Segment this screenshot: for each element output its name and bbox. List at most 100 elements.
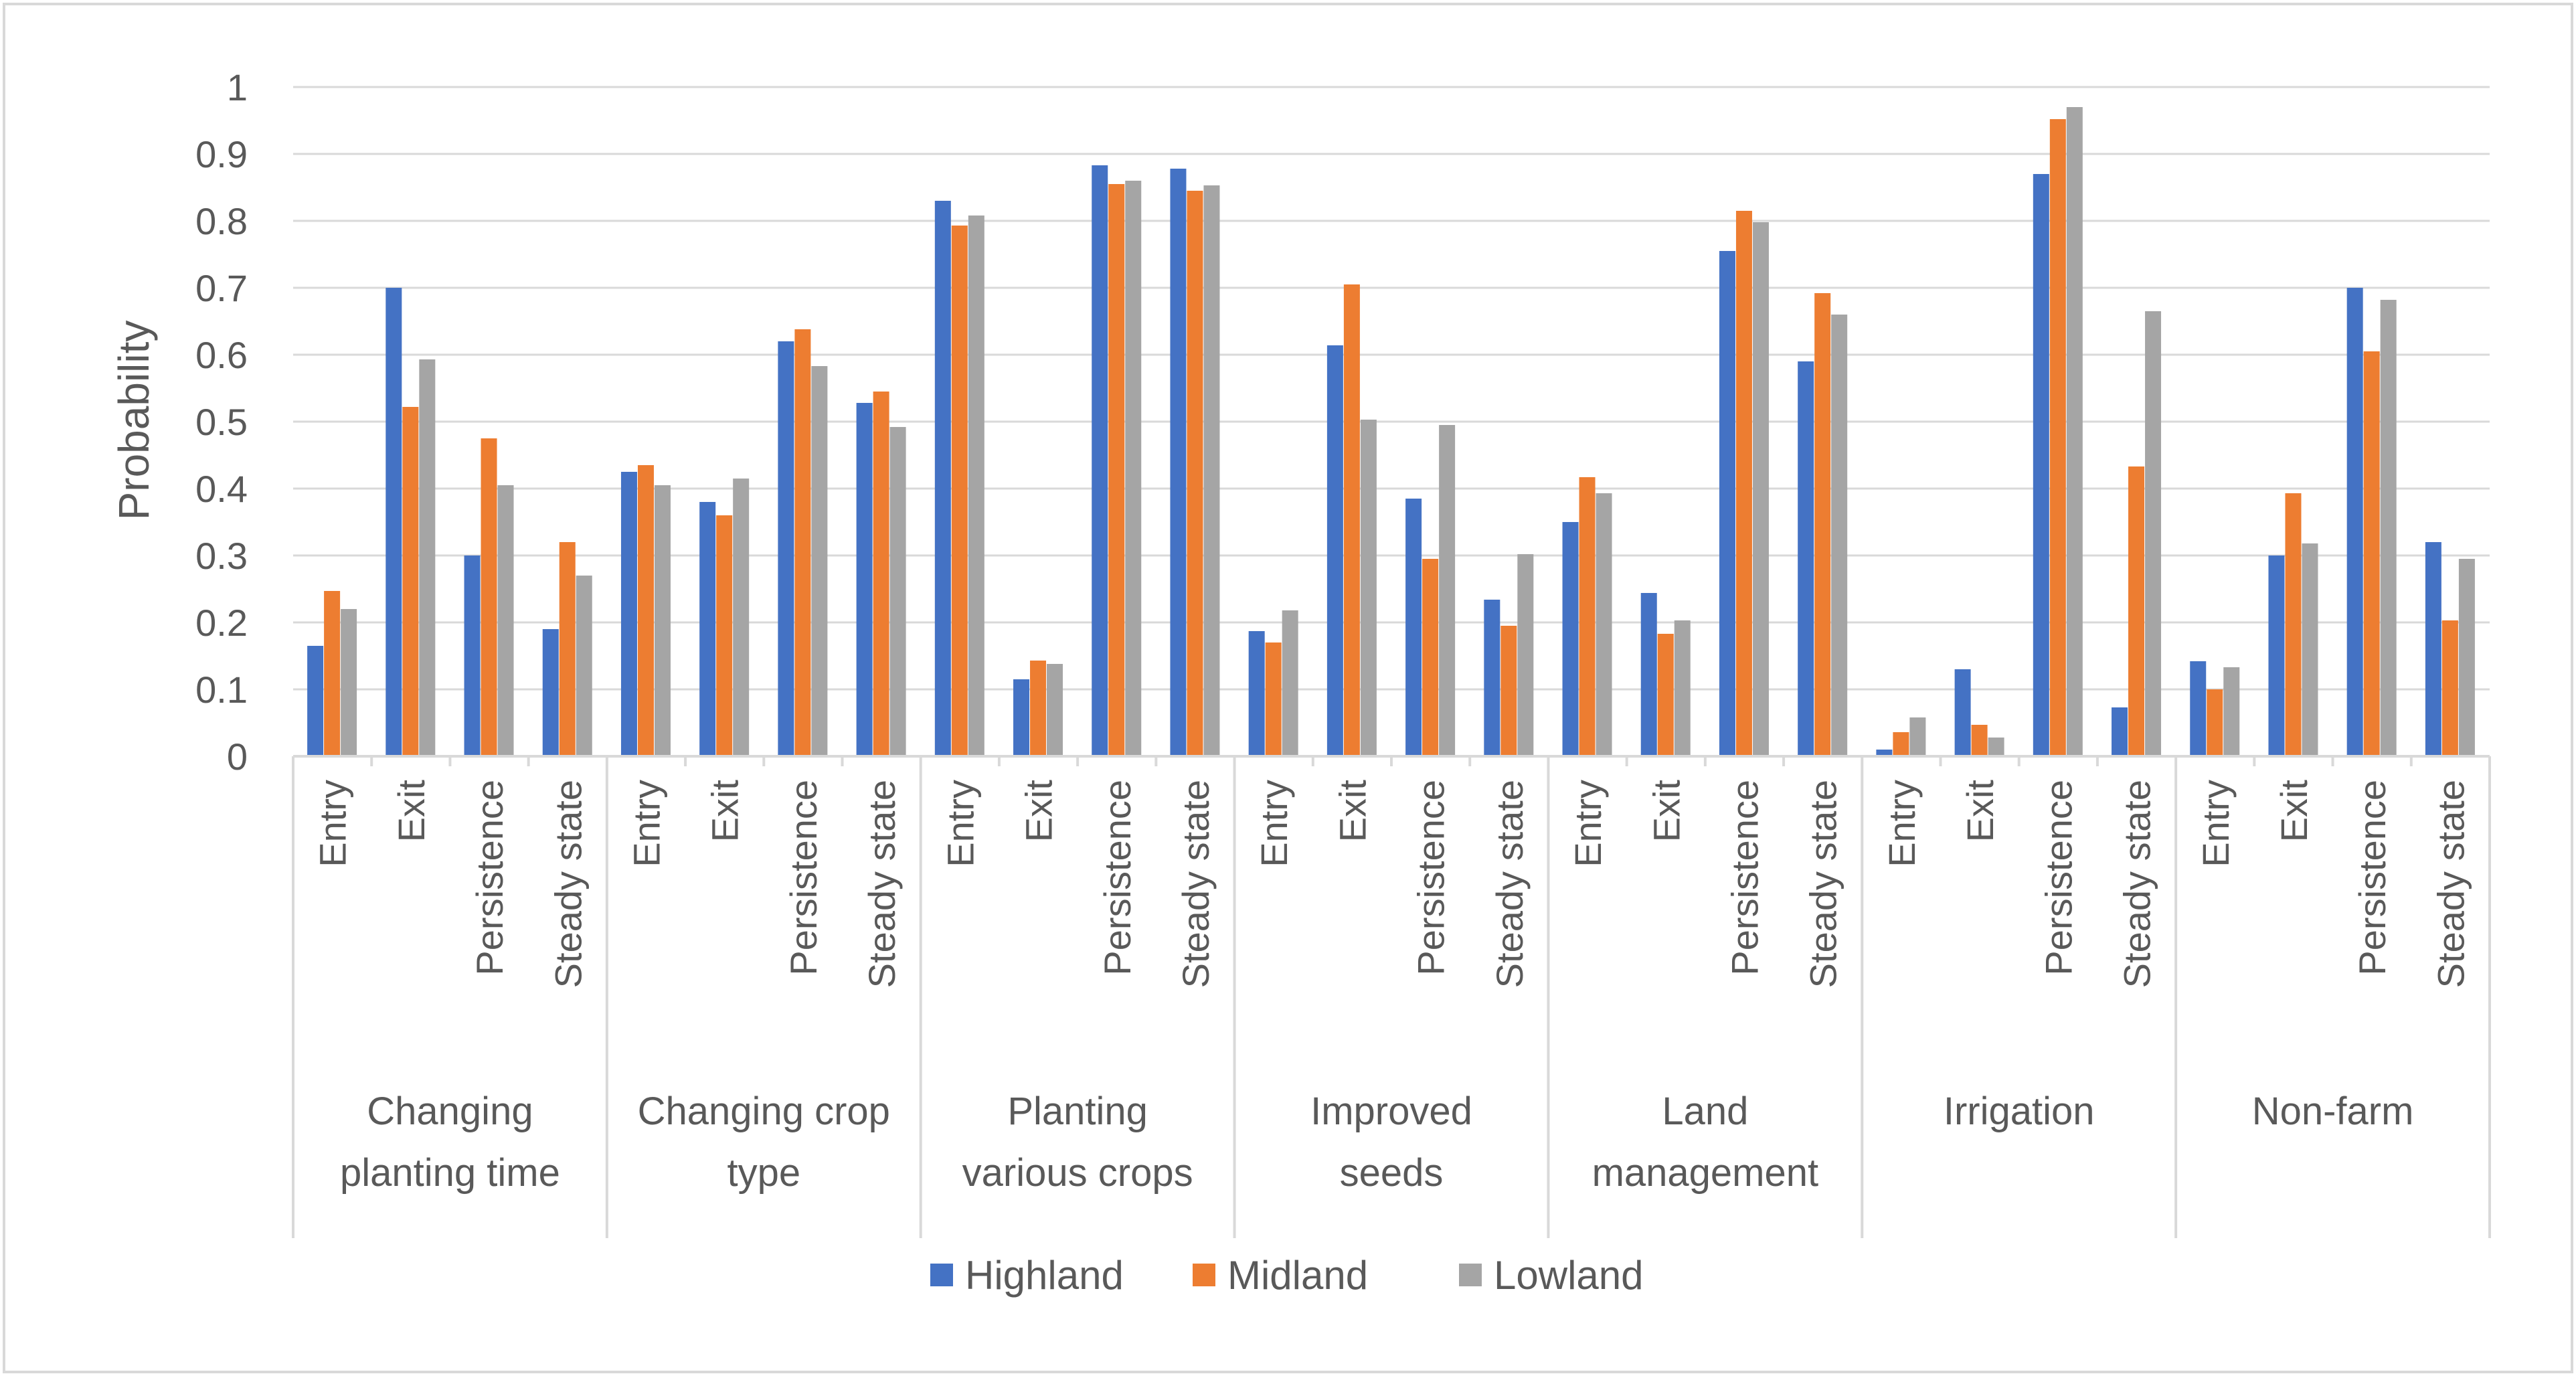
bar-highland [1484, 600, 1500, 756]
x-tick-label: Exit [1645, 780, 1687, 843]
y-tick-label: 0.5 [195, 401, 248, 443]
bar-lowland [2458, 559, 2475, 756]
bar-lowland [1439, 425, 1456, 756]
bar-lowland [1831, 315, 1848, 756]
x-tick-label: Persistence [1096, 780, 1138, 976]
bar-lowland [1909, 717, 1926, 756]
bar-midland [481, 438, 497, 756]
x-tick-label: Steady state [2116, 780, 2158, 988]
y-tick-label: 0.8 [195, 200, 248, 242]
bar-highland [1170, 169, 1187, 756]
legend-swatch-midland [1193, 1264, 1215, 1286]
bar-highland [699, 502, 716, 756]
legend-label-midland: Midland [1227, 1253, 1368, 1298]
bar-highland [620, 472, 637, 756]
bar-lowland [419, 359, 436, 756]
bar-midland [324, 591, 341, 756]
bar-lowland [811, 366, 828, 756]
group-label-line2: various crops [962, 1151, 1193, 1195]
y-tick-label: 0.9 [195, 133, 248, 175]
bar-midland [951, 226, 968, 756]
bar-midland [794, 329, 811, 756]
x-tick-label: Entry [1567, 780, 1609, 867]
x-tick-label: Steady state [2429, 780, 2472, 988]
y-tick-label: 0.1 [195, 669, 248, 711]
y-tick-label: 0.7 [195, 267, 248, 309]
bar-lowland [2066, 107, 2083, 756]
x-tick-label: Exit [1331, 780, 1373, 843]
y-tick-label: 0.4 [195, 468, 248, 510]
bar-lowland [968, 216, 984, 756]
bar-midland [1735, 211, 1752, 756]
bar-midland [1343, 284, 1360, 756]
bar-highland [1326, 345, 1343, 756]
bar-highland [1562, 522, 1579, 756]
y-tick-label: 0.3 [195, 535, 248, 577]
y-tick-label: 0 [227, 736, 248, 778]
group-label-line2: type [727, 1151, 800, 1195]
bar-midland [1187, 191, 1203, 756]
bar-lowland [889, 427, 906, 756]
bar-midland [1500, 626, 1517, 756]
x-tick-label: Persistence [1410, 780, 1452, 976]
bar-lowland [1047, 664, 1063, 756]
y-tick-label: 0.6 [195, 334, 248, 376]
bar-highland [1013, 679, 1030, 756]
y-axis-ticks: 0 0.1 0.2 0.3 0.4 0.5 0.6 0.7 0.8 0.9 1 [195, 66, 248, 778]
bar-lowland [654, 485, 671, 756]
x-tick-label: Steady state [1802, 780, 1844, 988]
bar-lowland [1752, 222, 1769, 756]
bar-midland [1422, 559, 1439, 756]
bar-midland [1108, 184, 1125, 756]
bar-highland [2190, 661, 2207, 756]
bar-highland [307, 646, 324, 756]
bar-midland [1893, 732, 1909, 756]
bar-lowland [1517, 554, 1534, 756]
bars [307, 107, 2475, 756]
bar-highland [2346, 288, 2363, 756]
x-tick-label: Persistence [2351, 780, 2393, 976]
bar-lowland [2223, 667, 2240, 756]
bar-midland [1814, 293, 1831, 756]
bar-lowland [1988, 738, 2004, 756]
bar-midland [2441, 620, 2458, 756]
bar-highland [1248, 631, 1265, 756]
bar-lowland [733, 479, 750, 756]
category-labels: Entry Exit Persistence Steady state Entry Exi… [312, 780, 2472, 1195]
bar-midland [2128, 466, 2145, 756]
bar-lowland [2302, 543, 2318, 756]
bar-lowland [341, 609, 357, 756]
bar-lowland [497, 485, 514, 756]
bar-highland [385, 288, 402, 756]
legend-label-highland: Highland [965, 1253, 1124, 1298]
x-tick-label: Entry [625, 780, 667, 867]
bar-highland [778, 341, 794, 756]
bar-midland [2049, 119, 2066, 756]
y-axis-title: Probability [110, 321, 158, 521]
bar-lowland [1674, 620, 1691, 756]
bar-highland [934, 201, 951, 756]
bar-highland [1405, 499, 1422, 756]
x-tick-label: Entry [939, 780, 981, 867]
bar-highland [2033, 174, 2049, 756]
group-label-line2: planting time [340, 1151, 560, 1195]
legend-label-lowland: Lowland [1494, 1253, 1644, 1298]
bar-lowland [2380, 300, 2397, 756]
x-tick-label: Exit [2273, 780, 2315, 843]
group-label-line1: Changing [367, 1090, 533, 1133]
bar-lowland [1596, 493, 1612, 756]
bar-highland [542, 629, 559, 756]
bar-midland [2207, 689, 2223, 756]
legend-swatch-lowland [1459, 1264, 1482, 1286]
bar-highland [1954, 669, 1971, 756]
bar-highland [464, 555, 481, 756]
x-tick-label: Persistence [2037, 780, 2079, 976]
bar-highland [1092, 165, 1108, 756]
bar-highland [1640, 593, 1657, 756]
x-tick-label: Exit [390, 780, 432, 843]
bar-highland [2268, 555, 2285, 756]
bar-midland [559, 542, 576, 756]
bar-lowland [576, 576, 592, 756]
bar-lowland [1360, 420, 1377, 756]
